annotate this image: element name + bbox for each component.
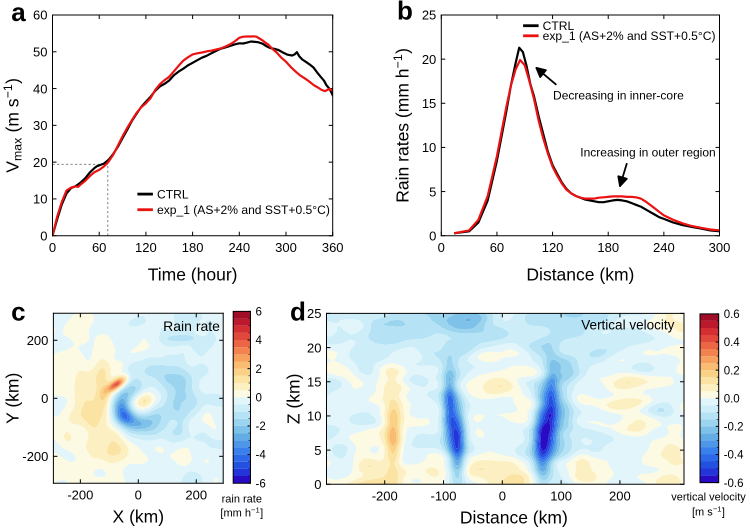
svg-text:0.6: 0.6: [724, 309, 740, 321]
svg-text:2: 2: [256, 364, 262, 376]
svg-text:[ m s ]: [ m s ] − 1: [692, 498, 729, 519]
svg-text:0: 0: [499, 489, 506, 504]
svg-text:-2: -2: [256, 421, 266, 433]
svg-text:200: 200: [185, 488, 207, 503]
svg-text:30: 30: [33, 118, 47, 133]
svg-text:240: 240: [228, 240, 250, 255]
svg-text:0: 0: [429, 228, 436, 243]
svg-text:25: 25: [307, 306, 321, 321]
svg-text:Time (hour): Time (hour): [148, 265, 238, 285]
svg-text:Vertical velocity: Vertical velocity: [581, 317, 674, 332]
svg-text:120: 120: [135, 240, 157, 255]
svg-text:0.0: 0.0: [724, 393, 740, 405]
svg-text:Increasing in outer region: Increasing in outer region: [580, 146, 715, 160]
svg-text:Decreasing in inner-core: Decreasing in inner-core: [553, 88, 684, 102]
svg-text:a: a: [11, 0, 26, 27]
svg-text:10: 10: [33, 192, 47, 207]
svg-text:rain rate: rain rate: [222, 493, 262, 505]
svg-text:60: 60: [92, 240, 106, 255]
svg-text:0.4: 0.4: [724, 337, 741, 349]
svg-text:5: 5: [429, 184, 436, 199]
svg-text:4: 4: [256, 335, 263, 347]
svg-text:b: b: [397, 0, 413, 26]
svg-text:vertical velocity: vertical velocity: [671, 491, 746, 503]
svg-text:20: 20: [307, 340, 321, 355]
svg-text:Rain rate: Rain rate: [163, 318, 220, 334]
svg-text:V ( m: V ( m s ) m a x − 1: [0, 74, 26, 173]
svg-text:-100: -100: [430, 489, 456, 504]
svg-text:R a i n: R a i n r a t e s ( m m h ) − 1: [389, 44, 413, 203]
svg-text:360: 360: [322, 240, 344, 255]
svg-text:Z (km): Z (km): [283, 374, 303, 425]
svg-text:300: 300: [275, 240, 297, 255]
svg-text:-0.2: -0.2: [724, 422, 744, 434]
svg-text:15: 15: [307, 374, 321, 389]
svg-text:5: 5: [314, 443, 321, 458]
svg-text:300: 300: [709, 240, 731, 255]
svg-text:50: 50: [33, 44, 47, 59]
svg-text:20: 20: [422, 52, 436, 67]
svg-text:-200: -200: [22, 449, 48, 464]
svg-text:exp_1 (AS+2% and SST+0.5°C): exp_1 (AS+2% and SST+0.5°C): [543, 29, 716, 43]
svg-text:120: 120: [542, 240, 564, 255]
svg-text:X (km): X (km): [113, 507, 165, 527]
svg-text:200: 200: [609, 489, 631, 504]
svg-text:15: 15: [422, 96, 436, 111]
svg-text:0: 0: [314, 477, 321, 492]
svg-text:Distance (km): Distance (km): [460, 507, 568, 527]
svg-text:60: 60: [33, 8, 47, 23]
svg-text:20: 20: [33, 155, 47, 170]
svg-text:[ m m h: [ m m h ] − 1: [220, 499, 267, 520]
svg-text:40: 40: [33, 81, 47, 96]
svg-text:180: 180: [182, 240, 204, 255]
svg-text:-200: -200: [67, 488, 93, 503]
svg-text:100: 100: [550, 489, 572, 504]
svg-text:0.2: 0.2: [724, 365, 740, 377]
svg-text:0: 0: [135, 488, 142, 503]
svg-text:240: 240: [653, 240, 675, 255]
svg-text:d: d: [290, 297, 306, 327]
svg-text:-0.6: -0.6: [724, 478, 744, 490]
svg-text:0: 0: [40, 228, 47, 243]
svg-text:0: 0: [41, 391, 48, 406]
svg-text:-6: -6: [256, 478, 266, 490]
svg-text:0: 0: [49, 240, 56, 255]
svg-text:60: 60: [490, 240, 504, 255]
svg-text:exp_1 (AS+2% and SST+0.5°C): exp_1 (AS+2% and SST+0.5°C): [157, 203, 330, 217]
svg-text:0: 0: [438, 240, 445, 255]
svg-text:CTRL: CTRL: [543, 19, 575, 33]
svg-text:25: 25: [422, 8, 436, 23]
svg-text:CTRL: CTRL: [157, 187, 189, 201]
svg-text:c: c: [11, 297, 25, 327]
svg-text:-200: -200: [372, 489, 398, 504]
svg-text:-0.4: -0.4: [724, 450, 744, 462]
svg-text:-4: -4: [256, 450, 267, 462]
svg-text:200: 200: [27, 333, 49, 348]
svg-text:180: 180: [597, 240, 619, 255]
svg-text:Y (km): Y (km): [3, 373, 23, 424]
svg-text:0: 0: [256, 392, 262, 404]
svg-text:6: 6: [256, 307, 262, 319]
svg-text:10: 10: [422, 140, 436, 155]
svg-text:Distance (km): Distance (km): [526, 265, 634, 285]
svg-text:10: 10: [307, 409, 321, 424]
